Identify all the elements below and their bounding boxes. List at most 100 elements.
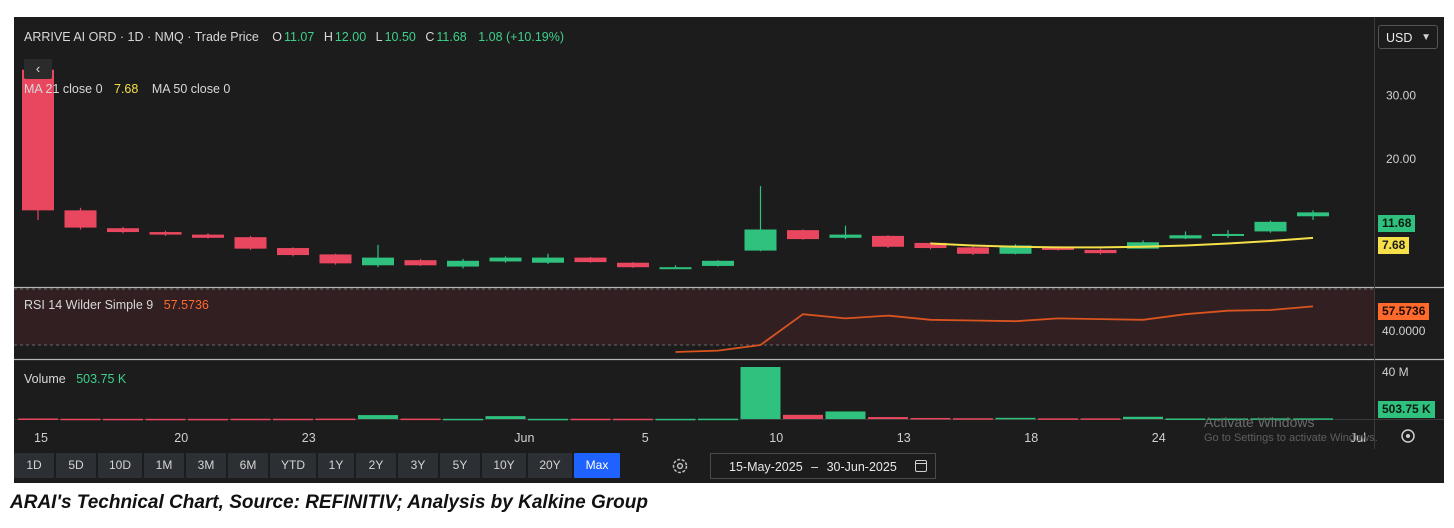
candle-body <box>1212 233 1244 236</box>
candle-body <box>744 229 777 251</box>
range-button-max[interactable]: Max <box>574 453 620 478</box>
candle-body <box>1254 221 1287 232</box>
candle-body <box>532 257 564 263</box>
volume-bar <box>1165 418 1206 420</box>
calendar-icon <box>915 460 927 472</box>
candle-body <box>999 245 1032 254</box>
candle-body <box>574 257 607 263</box>
candle-body <box>702 260 734 266</box>
volume-bar <box>995 417 1036 420</box>
candle-body <box>489 257 522 262</box>
target-icon[interactable] <box>1399 427 1417 445</box>
volume-bar <box>443 418 483 421</box>
range-button-10y[interactable]: 10Y <box>482 453 526 478</box>
volume-bar <box>570 418 611 421</box>
range-button-5d[interactable]: 5D <box>56 453 96 478</box>
range-button-2y[interactable]: 2Y <box>356 453 396 478</box>
volume-bar <box>188 418 228 421</box>
candle-body <box>914 242 947 249</box>
volume-tick-label: 40 M <box>1382 365 1409 379</box>
volume-bar <box>1293 418 1333 420</box>
time-axis-label: 23 <box>302 431 316 445</box>
ma21-label: MA 21 close 0 <box>24 82 103 96</box>
range-button-10d[interactable]: 10D <box>98 453 142 478</box>
candle-body <box>107 228 139 233</box>
candle-body <box>1127 242 1159 249</box>
candle-body <box>234 237 267 249</box>
candle-body <box>1084 249 1117 254</box>
candle-body <box>22 69 54 211</box>
volume-bar <box>60 418 101 421</box>
ma-legend: MA 21 close 0 7.68 MA 50 close 0 <box>24 82 232 96</box>
candle-body <box>957 247 989 254</box>
range-button-1d[interactable]: 1D <box>14 453 54 478</box>
watermark-title: Activate Windows <box>1204 414 1315 430</box>
volume-bar <box>953 418 993 420</box>
candle-body <box>787 230 819 240</box>
high-value: 12.00 <box>334 30 367 44</box>
volume-bar <box>358 415 398 419</box>
range-button-6m[interactable]: 6M <box>228 453 268 478</box>
last-price-badge: 11.68 <box>1378 215 1416 232</box>
high-label: H <box>323 30 333 44</box>
range-button-3m[interactable]: 3M <box>186 453 226 478</box>
ma50-label: MA 50 close 0 <box>151 82 231 96</box>
range-button-ytd[interactable]: YTD <box>270 453 316 478</box>
instrument-label: ARRIVE AI ORD · 1D · NMQ · Trade Price <box>24 30 259 44</box>
time-axis-label: 10 <box>769 431 783 445</box>
close-label: C <box>425 30 435 44</box>
date-range-start: 15-May-2025 <box>729 460 803 474</box>
volume-bar <box>1123 416 1163 419</box>
price-tick-label: 20.00 <box>1386 152 1416 166</box>
range-button-1m[interactable]: 1M <box>144 453 184 478</box>
volume-bar <box>868 417 908 419</box>
rsi-tick-label: 40.0000 <box>1382 324 1426 338</box>
rsi-label: RSI 14 Wilder Simple 9 <box>24 298 154 312</box>
time-axis-label: 15 <box>34 431 48 445</box>
rsi-value: 57.5736 <box>163 298 209 312</box>
watermark-subtitle: Go to Settings to activate Windows. <box>1204 432 1378 444</box>
collapse-legend-button[interactable]: ‹ <box>24 59 52 79</box>
volume-bar <box>273 418 313 421</box>
volume-bar <box>698 418 738 421</box>
date-range-separator: – <box>811 460 819 474</box>
range-button-20y[interactable]: 20Y <box>528 453 572 478</box>
chart-header: ARRIVE AI ORD · 1D · NMQ · Trade Price O… <box>24 30 566 44</box>
time-axis-label: 18 <box>1024 431 1038 445</box>
figure-caption: ARAI's Technical Chart, Source: REFINITI… <box>10 492 648 513</box>
chevron-left-icon: ‹ <box>35 61 41 76</box>
volume-bar <box>315 418 356 421</box>
volume-bar <box>1080 418 1121 420</box>
time-axis-label: Jun <box>514 431 534 445</box>
low-label: L <box>375 30 383 44</box>
candle-body <box>192 234 224 238</box>
ma21-line <box>930 236 1314 249</box>
price-tick-label: 30.00 <box>1386 88 1416 102</box>
time-axis-label: Jul <box>1350 431 1366 445</box>
chart-frame: 30.00 20.00 40.0000 40 M 15 20 23 Jun 5 10 13 18 24 J… <box>14 17 1444 483</box>
open-label: O <box>272 30 282 44</box>
candle-body <box>872 235 904 247</box>
change-value: 1.08 (+10.19%) <box>478 30 565 44</box>
time-axis-label: 5 <box>642 431 649 445</box>
rsi-last-badge: 57.5736 <box>1378 303 1430 320</box>
range-button-1y[interactable]: 1Y <box>318 453 354 478</box>
time-axis-label: 24 <box>1152 431 1166 445</box>
volume-bar <box>400 418 441 421</box>
currency-value: USD <box>1386 31 1413 45</box>
candle-body <box>404 260 437 266</box>
settings-icon[interactable] <box>671 457 689 475</box>
rsi-band <box>14 289 1374 345</box>
ma-value-badge: 7.68 <box>1378 237 1410 254</box>
volume-bar <box>1038 418 1078 420</box>
range-button-3y[interactable]: 3Y <box>398 453 438 478</box>
currency-select[interactable]: USD ▼ <box>1378 25 1438 49</box>
range-button-5y[interactable]: 5Y <box>440 453 480 478</box>
open-value: 11.07 <box>283 30 315 44</box>
candle-body <box>64 210 97 228</box>
volume-bar <box>613 418 653 421</box>
volume-bar <box>485 416 526 419</box>
volume-label: Volume <box>24 372 66 386</box>
close-value: 11.68 <box>436 30 467 44</box>
date-range-picker[interactable]: 15-May-2025 – 30-Jun-2025 <box>710 453 936 479</box>
